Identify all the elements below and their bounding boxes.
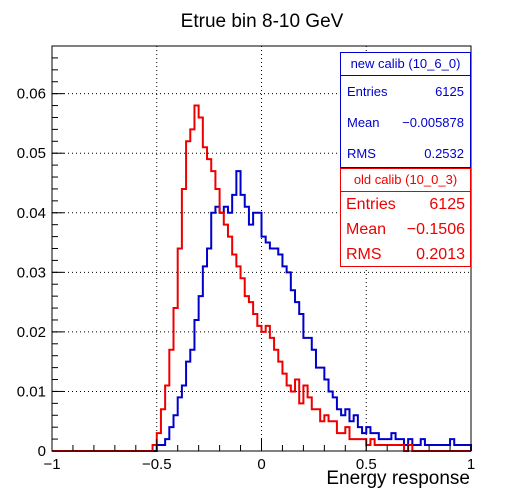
stats-row-entries: Entries 6125 [341,192,470,217]
stats-value: 0.2013 [416,246,465,263]
stats-row-rms: RMS 0.2013 [341,242,470,267]
stats-row-entries: Entries 6125 [341,76,470,107]
stats-row-rms: RMS 0.2532 [341,138,470,169]
stats-header: old calib (10_0_3) [341,169,470,192]
stats-value: 6125 [429,196,465,213]
stats-header: new calib (10_6_0) [341,53,470,76]
stats-label: Entries [347,84,388,99]
stats-label: Mean [346,221,387,238]
stats-value: 0.2532 [424,146,464,161]
series-layer [52,104,472,452]
tick-layer: −1 −0.5 0 0.5 1 0 0.01 0.02 0.03 0.04 0.05 0.06 [17,45,475,473]
stats-row-mean: Mean −0.1506 [341,217,470,242]
stats-label: RMS [347,146,376,161]
y-tick-label: 0.03 [17,264,46,281]
x-tick-label: 1 [467,456,475,473]
chart-title: Etrue bin 8-10 GeV [181,11,344,32]
y-tick-label: 0.04 [17,205,46,222]
x-tick-label: 0 [257,456,265,473]
y-tick-label: 0.06 [17,86,46,103]
y-tick-label: 0.01 [17,383,46,400]
x-tick-label: −0.5 [142,456,172,473]
stats-value: −0.1506 [406,221,465,238]
y-tick-label: 0.05 [17,145,46,162]
stats-value: 6125 [435,84,464,99]
x-tick-label: −1 [43,456,60,473]
stats-box-old-calib: old calib (10_0_3) Entries 6125 Mean −0.… [340,168,471,267]
y-tick-label: 0.02 [17,324,46,341]
y-tick-label: 0 [38,443,46,460]
histogram-old-calib [52,104,471,452]
stats-value: −0.005878 [402,115,464,130]
stats-row-mean: Mean −0.005878 [341,107,470,138]
x-axis-label: Energy response [326,468,470,489]
histogram-new-calib [52,170,472,452]
x-tick-label: 0.5 [356,456,377,473]
stats-box-new-calib: new calib (10_6_0) Entries 6125 Mean −0.… [340,52,471,168]
stats-label: Entries [346,196,396,213]
stats-label: Mean [347,115,380,130]
stats-label: RMS [346,246,382,263]
